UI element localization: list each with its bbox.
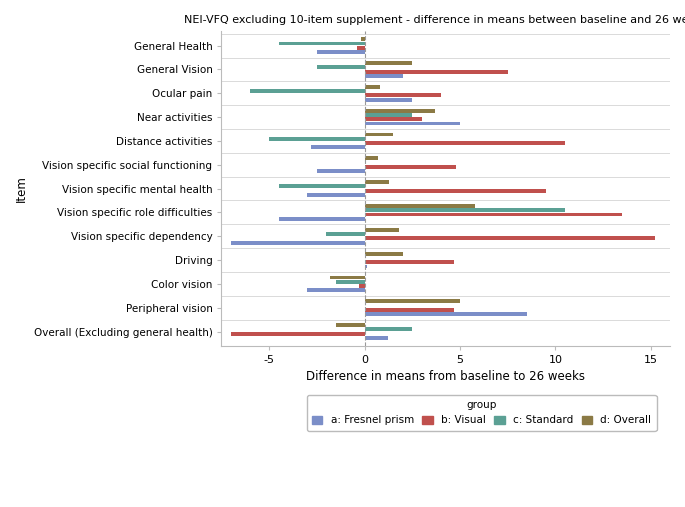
Bar xyxy=(364,98,412,101)
Legend: a: Fresnel prism, b: Visual, c: Standard, d: Overall: a: Fresnel prism, b: Visual, c: Standard… xyxy=(307,395,656,430)
Bar xyxy=(311,146,364,149)
Bar xyxy=(359,284,364,288)
Bar xyxy=(364,69,508,74)
Bar xyxy=(279,217,364,221)
Bar xyxy=(364,251,403,256)
Bar xyxy=(231,241,364,244)
Bar xyxy=(364,61,412,65)
Bar xyxy=(330,275,364,279)
Bar xyxy=(327,232,364,236)
Bar xyxy=(364,85,380,89)
Title: NEI-VFQ excluding 10-item supplement - difference in means between baseline and : NEI-VFQ excluding 10-item supplement - d… xyxy=(184,15,685,25)
Bar xyxy=(361,38,364,41)
Bar xyxy=(317,65,364,69)
Bar xyxy=(364,299,460,303)
Bar xyxy=(364,180,390,184)
Bar xyxy=(317,169,364,173)
Bar xyxy=(364,328,412,331)
Bar xyxy=(364,189,546,193)
Bar xyxy=(250,89,364,93)
Bar xyxy=(364,308,454,312)
Bar xyxy=(269,137,364,141)
Bar xyxy=(364,93,441,97)
Bar xyxy=(336,280,364,283)
Bar xyxy=(364,312,527,316)
Bar xyxy=(364,165,456,169)
X-axis label: Difference in means from baseline to 26 weeks: Difference in means from baseline to 26 … xyxy=(306,371,585,383)
Bar xyxy=(364,204,475,208)
Bar xyxy=(364,156,378,160)
Bar xyxy=(364,141,565,145)
Bar xyxy=(364,260,454,264)
Bar xyxy=(308,288,364,292)
Bar xyxy=(317,50,364,54)
Bar xyxy=(364,236,655,240)
Bar xyxy=(364,132,393,136)
Bar xyxy=(357,46,364,50)
Bar xyxy=(364,212,622,216)
Bar xyxy=(364,74,403,78)
Bar xyxy=(364,113,412,117)
Y-axis label: Item: Item xyxy=(15,175,28,202)
Bar xyxy=(279,185,364,189)
Bar xyxy=(364,108,435,113)
Bar xyxy=(231,332,364,336)
Bar xyxy=(308,193,364,197)
Bar xyxy=(364,117,422,121)
Bar xyxy=(364,208,565,212)
Bar xyxy=(364,122,460,125)
Bar xyxy=(364,336,388,340)
Bar xyxy=(336,323,364,327)
Bar xyxy=(364,265,366,268)
Bar xyxy=(364,228,399,232)
Bar xyxy=(279,42,364,46)
